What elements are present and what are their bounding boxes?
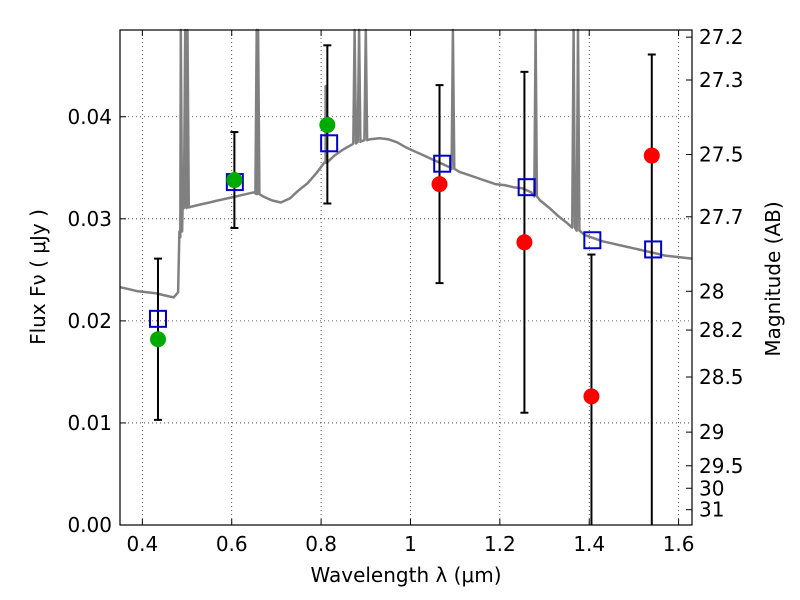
- x-tick-label: 0.4: [126, 532, 158, 556]
- x-tick-label: 0.8: [305, 532, 337, 556]
- right-tick-label: 28: [699, 279, 724, 303]
- observed-point: [149, 331, 166, 348]
- y-axis-ticks: 0.00 0.01 0.02 0.03 0.04: [67, 105, 126, 537]
- errorbars: [153, 44, 656, 525]
- y-tick-label: 0.02: [67, 309, 112, 333]
- model-point: [517, 178, 536, 197]
- model-point: [583, 231, 602, 250]
- x-axis-ticks: 0.4 0.6 0.8 1 1.2 1.4 1.6: [126, 30, 695, 556]
- model-point: [644, 240, 663, 259]
- x-axis-label: Wavelength λ (μm): [310, 563, 501, 587]
- x-tick-label: 0.6: [216, 532, 248, 556]
- x-tick-label: 1.2: [484, 532, 516, 556]
- model-spectrum-line: [119, 28, 693, 299]
- right-tick-label: 27.2: [699, 25, 744, 49]
- plot-frame: [119, 29, 693, 526]
- right-tick-label: 27.7: [699, 205, 744, 229]
- x-tick-label: 1: [404, 532, 417, 556]
- model-point: [320, 134, 339, 153]
- grid: [120, 30, 692, 526]
- x-tick-label: 1.6: [663, 532, 695, 556]
- right-tick-label: 27.3: [699, 68, 744, 92]
- observed-point: [516, 234, 533, 251]
- x-tick-label: 1.4: [573, 532, 605, 556]
- model-point: [433, 154, 452, 173]
- right-tick-label: 28.2: [699, 318, 744, 342]
- y-tick-label: 0.04: [67, 105, 112, 129]
- right-tick-label: 27.5: [699, 143, 744, 167]
- observed-point: [319, 116, 336, 133]
- y-tick-label: 0.00: [67, 513, 112, 537]
- right-tick-label: 28.5: [699, 365, 744, 389]
- right-axis-label: Magnitude (AB): [761, 201, 785, 356]
- observed-point: [643, 147, 660, 164]
- right-tick-label: 29.5: [699, 454, 744, 478]
- model-points: [148, 134, 663, 328]
- right-tick-label: 31: [699, 498, 724, 522]
- observed-point: [226, 172, 243, 189]
- model-spectrum-path: [119, 28, 693, 299]
- y-axis-label: Flux Fν ( μJy ): [26, 209, 50, 345]
- observed-points: [149, 116, 660, 405]
- y-tick-label: 0.01: [67, 411, 112, 435]
- y-tick-label: 0.03: [67, 207, 112, 231]
- right-tick-label: 30: [699, 476, 724, 500]
- model-point: [148, 309, 167, 328]
- observed-point: [431, 176, 448, 193]
- observed-point: [583, 388, 600, 405]
- right-tick-label: 29: [699, 420, 724, 444]
